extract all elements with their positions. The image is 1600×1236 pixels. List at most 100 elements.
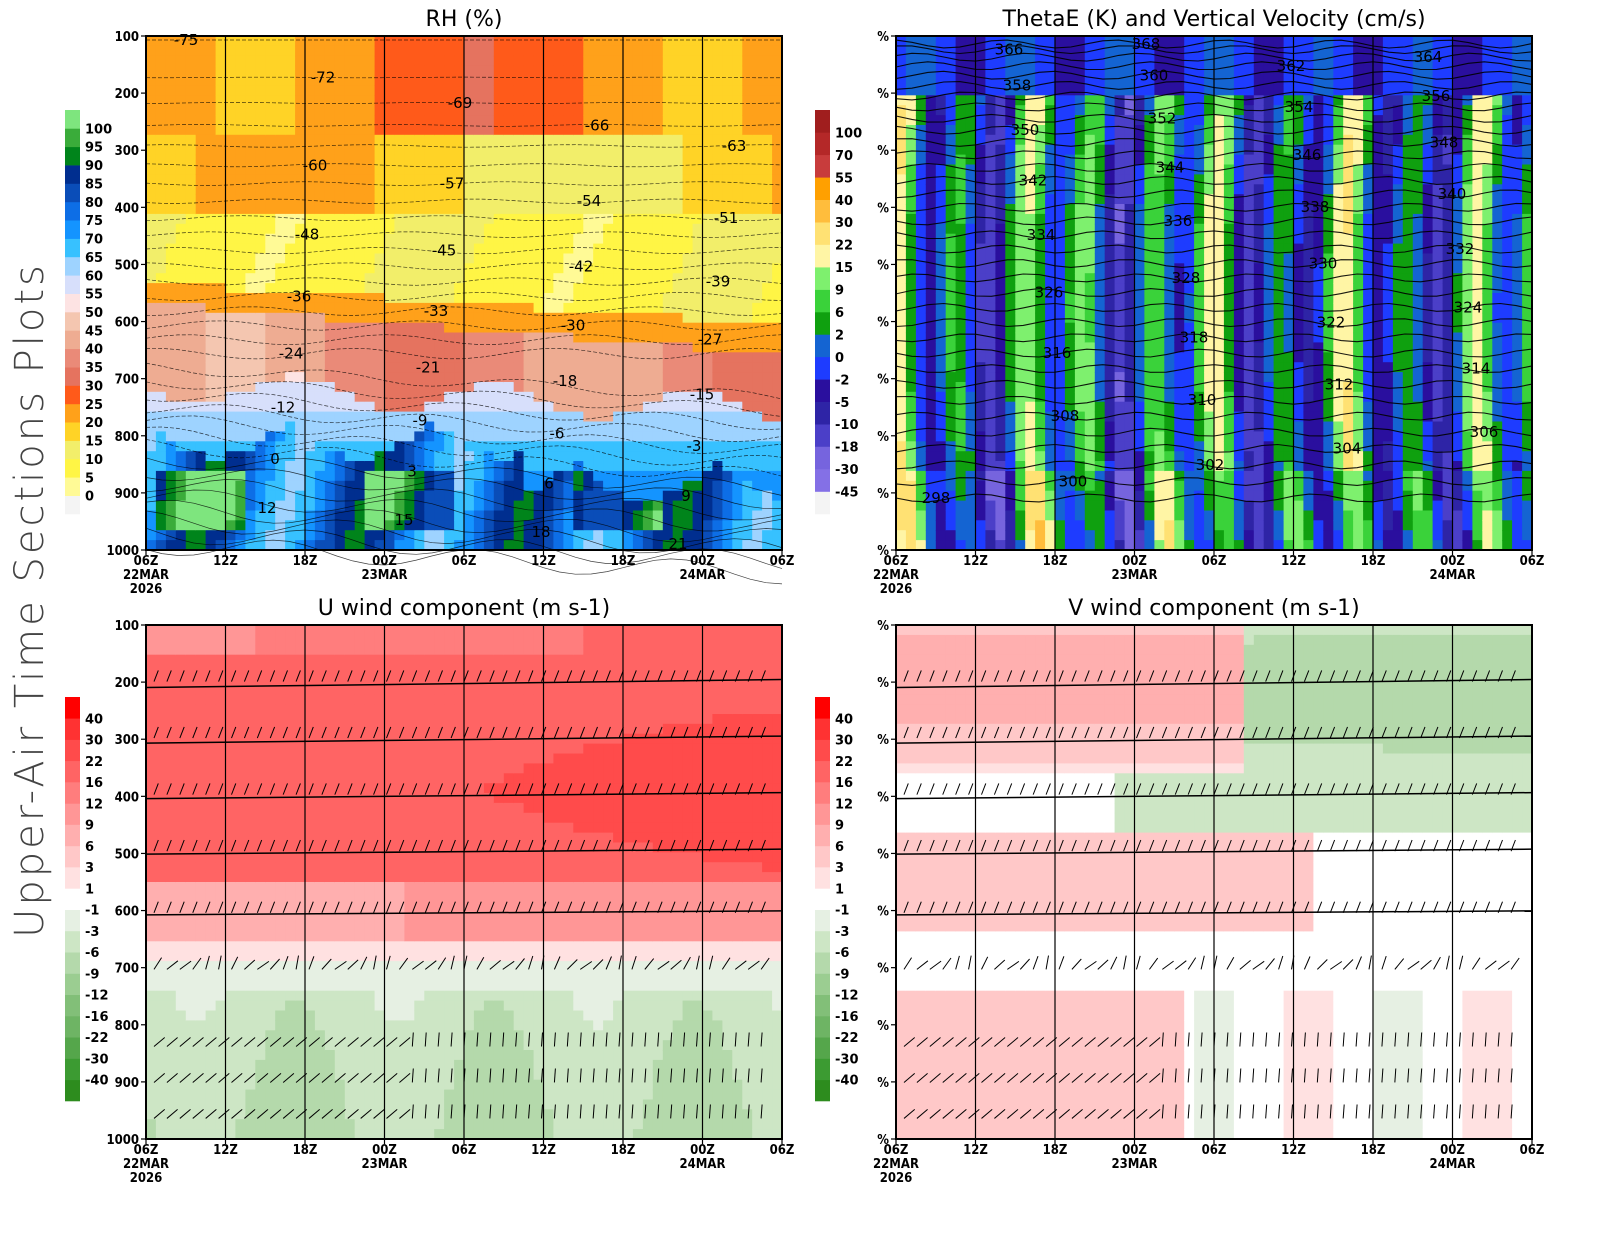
field-cell xyxy=(613,144,624,156)
field-cell xyxy=(573,421,584,432)
field-cell xyxy=(955,253,967,264)
field-cell xyxy=(603,293,614,304)
field-cell xyxy=(955,431,967,442)
field-cell xyxy=(975,95,986,106)
field-cell xyxy=(464,510,475,521)
field-cell xyxy=(1154,342,1165,353)
field-cell xyxy=(652,490,664,502)
field-cell xyxy=(623,115,634,126)
field-cell xyxy=(523,520,535,531)
field-cell xyxy=(1154,273,1165,284)
field-cell xyxy=(175,362,187,373)
field-cell xyxy=(672,421,684,432)
field-cell xyxy=(503,530,515,541)
field-cell xyxy=(334,253,346,264)
field-cell xyxy=(1094,204,1106,215)
field-cell xyxy=(742,194,753,205)
field-cell xyxy=(1074,461,1086,472)
field-cell xyxy=(702,342,713,353)
field-cell xyxy=(563,164,574,175)
field-cell xyxy=(404,174,415,185)
field-cell xyxy=(752,530,763,541)
field-cell xyxy=(752,312,763,324)
field-cell xyxy=(185,243,197,255)
field-cell xyxy=(205,401,217,413)
field-cell xyxy=(553,36,564,47)
field-cell xyxy=(146,490,157,502)
field-cell xyxy=(772,302,783,314)
field-cell xyxy=(722,431,733,442)
field-cell xyxy=(1154,530,1165,541)
field-cell xyxy=(1164,441,1175,452)
field-cell xyxy=(1025,55,1036,67)
field-cell xyxy=(1104,302,1116,314)
field-cell xyxy=(483,470,495,482)
field-cell xyxy=(1174,174,1185,185)
field-cell xyxy=(185,194,197,205)
field-cell xyxy=(195,194,207,205)
field-cell xyxy=(155,530,167,541)
field-cell xyxy=(925,36,937,47)
field-cell xyxy=(945,65,957,77)
field-cell xyxy=(573,372,584,383)
field-cell xyxy=(896,233,907,245)
field-cell xyxy=(682,451,694,462)
field-cell xyxy=(945,263,957,274)
field-cell xyxy=(896,540,907,551)
field-cell xyxy=(712,352,723,363)
field-cell xyxy=(553,115,564,126)
field-cell xyxy=(464,75,475,86)
field-cell xyxy=(632,540,644,551)
field-cell xyxy=(1094,480,1106,492)
field-cell xyxy=(235,174,246,185)
field-cell xyxy=(295,480,306,492)
field-cell xyxy=(305,332,316,343)
field-cell xyxy=(354,332,366,343)
field-cell xyxy=(374,154,386,166)
field-cell xyxy=(1114,362,1126,373)
field-cell xyxy=(543,461,554,472)
field-cell xyxy=(404,115,415,126)
field-cell xyxy=(444,115,455,126)
field-cell xyxy=(503,75,515,86)
field-cell xyxy=(573,431,584,442)
field-cell xyxy=(354,184,366,195)
field-cell xyxy=(1005,105,1016,116)
field-cell xyxy=(414,312,425,324)
field-cell xyxy=(1114,253,1126,264)
field-cell xyxy=(712,233,723,245)
field-cell xyxy=(742,134,753,146)
field-cell xyxy=(394,401,405,413)
field-cell xyxy=(712,382,723,393)
field-cell xyxy=(155,45,167,57)
field-cell xyxy=(1064,312,1076,324)
field-cell xyxy=(285,184,296,195)
field-cell xyxy=(915,164,927,175)
field-cell xyxy=(672,115,684,126)
field-cell xyxy=(245,312,256,324)
field-cell xyxy=(513,302,525,314)
field-cell xyxy=(652,382,664,393)
field-cell xyxy=(493,115,505,126)
field-cell xyxy=(1094,490,1106,502)
field-cell xyxy=(464,213,475,225)
field-cell xyxy=(732,312,743,324)
field-cell xyxy=(543,490,554,502)
field-cell xyxy=(414,480,425,492)
field-cell xyxy=(732,36,743,47)
field-cell xyxy=(603,213,614,225)
field-cell xyxy=(454,441,465,452)
field-cell xyxy=(623,134,634,146)
contour-line xyxy=(145,215,783,222)
field-cell xyxy=(1064,273,1076,284)
field-cell xyxy=(434,253,445,264)
field-cell xyxy=(965,520,977,531)
field-cell xyxy=(995,342,1006,353)
field-cell xyxy=(146,510,157,521)
field-cell xyxy=(454,253,465,264)
field-cell xyxy=(314,480,326,492)
field-cell xyxy=(394,302,405,314)
field-cell xyxy=(533,213,545,225)
field-cell xyxy=(424,213,435,225)
field-cell xyxy=(955,510,967,521)
